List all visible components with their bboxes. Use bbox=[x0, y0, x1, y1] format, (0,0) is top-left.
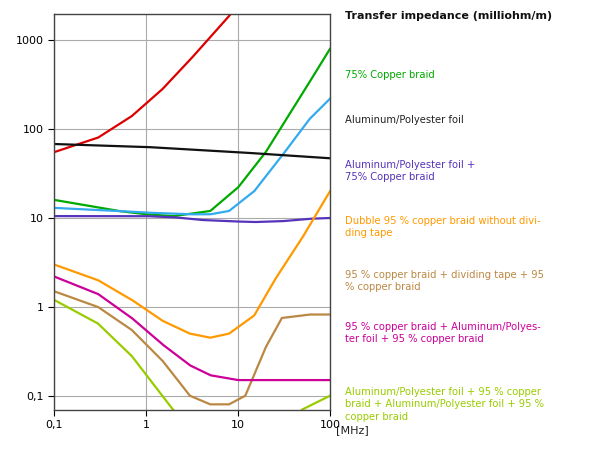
Text: Dubble 95 % copper braid without divi-
ding tape: Dubble 95 % copper braid without divi- d… bbox=[345, 216, 541, 239]
Text: Aluminum/Polyester foil +
75% Copper braid: Aluminum/Polyester foil + 75% Copper bra… bbox=[345, 160, 475, 182]
Text: Aluminum/Polyester foil: Aluminum/Polyester foil bbox=[345, 115, 464, 125]
Text: [MHz]: [MHz] bbox=[335, 425, 368, 435]
Text: 95 % copper braid + Aluminum/Polyes-
ter foil + 95 % copper braid: 95 % copper braid + Aluminum/Polyes- ter… bbox=[345, 322, 541, 344]
Text: Transfer impedance (milliohm/m): Transfer impedance (milliohm/m) bbox=[345, 11, 552, 21]
Text: Aluminum/Polyester foil + 95 % copper
braid + Aluminum/Polyester foil + 95 %
cop: Aluminum/Polyester foil + 95 % copper br… bbox=[345, 387, 544, 422]
Text: 75% Copper braid: 75% Copper braid bbox=[345, 70, 435, 80]
Text: 95 % copper braid + dividing tape + 95
% copper braid: 95 % copper braid + dividing tape + 95 %… bbox=[345, 270, 544, 292]
